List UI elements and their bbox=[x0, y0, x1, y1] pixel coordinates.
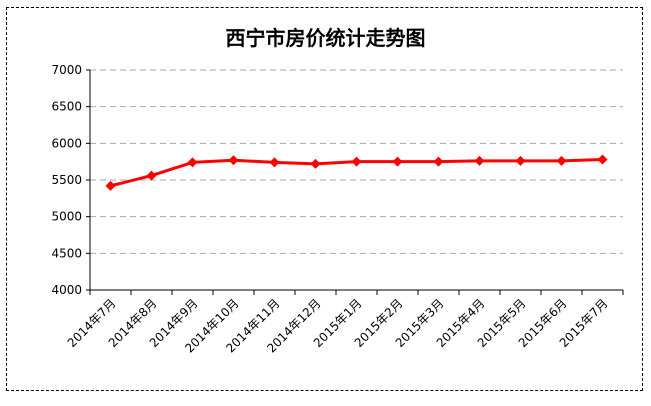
y-tick-label: 6000 bbox=[51, 136, 82, 150]
x-axis-ticks: 2014年7月2014年8月2014年9月2014年10月2014年11月201… bbox=[65, 290, 624, 355]
y-tick-label: 5000 bbox=[51, 210, 82, 224]
data-point bbox=[474, 155, 485, 166]
data-point bbox=[310, 158, 321, 169]
chart-frame bbox=[6, 7, 643, 391]
y-axis-ticks: 4000 4500 5000 5500 6000 6500 7000 bbox=[51, 63, 90, 297]
data-series bbox=[105, 154, 608, 191]
grid-lines bbox=[90, 69, 623, 254]
data-point bbox=[105, 180, 116, 191]
data-point bbox=[146, 170, 157, 181]
y-tick-label: 6500 bbox=[51, 100, 82, 114]
y-tick-label: 4500 bbox=[51, 246, 82, 260]
data-point bbox=[597, 154, 608, 165]
y-tick-label: 5500 bbox=[51, 173, 82, 187]
data-point bbox=[433, 156, 444, 167]
data-point bbox=[392, 156, 403, 167]
data-point bbox=[515, 155, 526, 166]
y-tick-label: 4000 bbox=[51, 283, 82, 297]
data-point bbox=[269, 157, 280, 168]
data-point bbox=[187, 157, 198, 168]
data-point bbox=[228, 155, 239, 166]
y-tick-label: 7000 bbox=[51, 63, 82, 77]
chart-title: 西宁市房价统计走势图 bbox=[225, 26, 426, 50]
data-point bbox=[351, 156, 362, 167]
data-point bbox=[556, 155, 567, 166]
